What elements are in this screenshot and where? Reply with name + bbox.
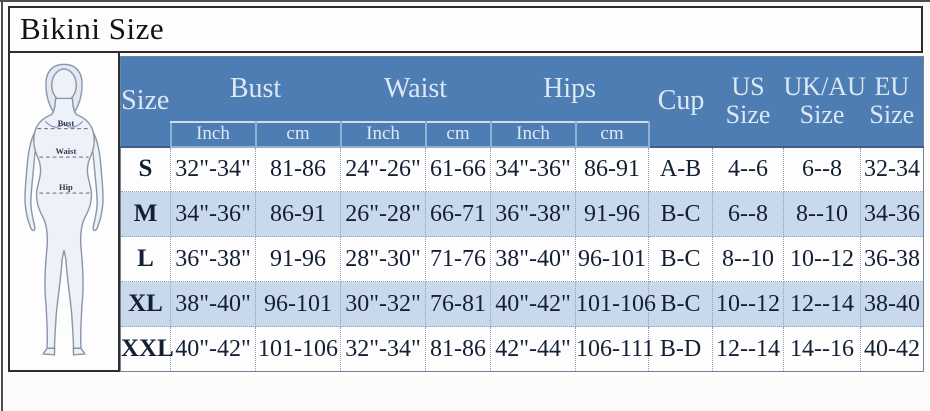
header-waist: Waist bbox=[340, 56, 491, 122]
cell-waist-inch: 28"-30" bbox=[340, 236, 427, 282]
cell-size: S bbox=[120, 146, 171, 192]
cell-eu-size: 38-40 bbox=[860, 281, 925, 327]
cell-hips-cm: 86-91 bbox=[575, 146, 650, 192]
cell-bust-cm: 86-91 bbox=[254, 191, 342, 237]
cell-hips-inch: 34"-36" bbox=[490, 146, 577, 192]
cell-bust-inch: 32"-34" bbox=[170, 146, 256, 192]
cell-us-size: 10--12 bbox=[712, 281, 785, 327]
cell-bust-cm: 81-86 bbox=[254, 146, 342, 192]
header-size: Size bbox=[120, 56, 171, 147]
cell-bust-cm: 91-96 bbox=[254, 236, 342, 282]
cell-eu-size: 32-34 bbox=[860, 146, 925, 192]
cell-bust-inch: 40"-42" bbox=[170, 326, 256, 372]
cell-cup: B-C bbox=[648, 236, 714, 282]
cell-bust-inch: 38"-40" bbox=[170, 281, 256, 327]
table-row-m: M 34"-36" 86-91 26"-28" 66-71 36"-38" 91… bbox=[120, 191, 925, 237]
cell-hips-inch: 36"-38" bbox=[490, 191, 577, 237]
unit-header-waist-inch: Inch bbox=[339, 120, 427, 148]
cell-eu-size: 36-38 bbox=[860, 236, 925, 282]
unit-header-hips-cm: cm bbox=[574, 120, 650, 148]
cell-hips-cm: 96-101 bbox=[575, 236, 650, 282]
cell-hips-inch: 40"-42" bbox=[490, 281, 577, 327]
table-unit-row: Inch cm Inch cm Inch cm bbox=[121, 120, 924, 148]
table-row-s: S 32"-34" 81-86 24"-26" 61-66 34"-36" 86… bbox=[120, 146, 925, 192]
cell-waist-cm: 76-81 bbox=[425, 281, 492, 327]
cell-ukau-size: 12--14 bbox=[783, 281, 862, 327]
unit-header-waist-cm: cm bbox=[424, 120, 492, 148]
header-bust: Bust bbox=[170, 56, 341, 122]
cell-waist-cm: 81-86 bbox=[425, 326, 492, 372]
cell-bust-cm: 101-106 bbox=[254, 326, 342, 372]
table-header-row: Size Bust Waist Hips Cup US Size UK/AU S… bbox=[120, 56, 924, 147]
cell-size: XL bbox=[120, 281, 171, 327]
cell-waist-inch: 26"-28" bbox=[340, 191, 427, 237]
figure-panel: Bust Waist Hip bbox=[8, 53, 120, 372]
body-measurement-figure-icon: Bust Waist Hip bbox=[24, 63, 104, 356]
cell-eu-size: 40-42 bbox=[860, 326, 925, 372]
figure-waist-label: Waist bbox=[56, 146, 77, 156]
cell-bust-cm: 96-101 bbox=[254, 281, 342, 327]
size-table: Size Bust Waist Hips Cup US Size UK/AU S… bbox=[120, 56, 925, 372]
cell-hips-inch: 42"-44" bbox=[490, 326, 577, 372]
cell-waist-inch: 24"-26" bbox=[340, 146, 427, 192]
cell-size: M bbox=[120, 191, 171, 237]
cell-hips-inch: 38"-40" bbox=[490, 236, 577, 282]
cell-us-size: 4--6 bbox=[712, 146, 785, 192]
cell-size: XXL bbox=[120, 326, 174, 372]
unit-header-bust-cm: cm bbox=[254, 120, 342, 148]
scan-edge-top bbox=[0, 0, 930, 2]
header-eu-size: EU Size bbox=[860, 56, 924, 147]
header-cup: Cup bbox=[648, 56, 713, 147]
cell-hips-cm: 101-106 bbox=[575, 281, 656, 327]
cell-us-size: 6--8 bbox=[712, 191, 785, 237]
cell-waist-cm: 71-76 bbox=[425, 236, 492, 282]
cell-us-size: 12--14 bbox=[712, 326, 785, 372]
cell-us-size: 8--10 bbox=[712, 236, 785, 282]
cell-waist-inch: 32"-34" bbox=[340, 326, 427, 372]
cell-hips-cm: 91-96 bbox=[575, 191, 650, 237]
cell-waist-inch: 30"-32" bbox=[340, 281, 427, 327]
cell-ukau-size: 6--8 bbox=[783, 146, 862, 192]
cell-cup: B-D bbox=[648, 326, 714, 372]
page-title: Bikini Size bbox=[20, 11, 165, 46]
figure-hip-label: Hip bbox=[59, 182, 73, 192]
cell-size: L bbox=[120, 236, 171, 282]
unit-header-bust-inch: Inch bbox=[169, 120, 257, 148]
header-hips: Hips bbox=[490, 56, 649, 122]
cell-cup: B-C bbox=[648, 191, 714, 237]
cell-eu-size: 34-36 bbox=[860, 191, 925, 237]
cell-cup: B-C bbox=[648, 281, 714, 327]
unit-header-hips-inch: Inch bbox=[489, 120, 577, 148]
header-ukau-size: UK/AU Size bbox=[783, 56, 866, 147]
header-us-size: US Size bbox=[712, 56, 784, 147]
table-row-xl: XL 38"-40" 96-101 30"-32" 76-81 40"-42" … bbox=[120, 281, 925, 327]
title-bar: Bikini Size bbox=[8, 6, 923, 53]
scan-edge-left bbox=[1, 0, 3, 411]
cell-bust-inch: 36"-38" bbox=[170, 236, 256, 282]
cell-waist-cm: 66-71 bbox=[425, 191, 492, 237]
cell-ukau-size: 14--16 bbox=[783, 326, 862, 372]
cell-ukau-size: 10--12 bbox=[783, 236, 862, 282]
cell-cup: A-B bbox=[648, 146, 714, 192]
cell-bust-inch: 34"-36" bbox=[170, 191, 256, 237]
cell-hips-cm: 106-111 bbox=[575, 326, 654, 372]
table-row-l: L 36"-38" 91-96 28"-30" 71-76 38"-40" 96… bbox=[120, 236, 925, 282]
table-row-xxl: XXL 40"-42" 101-106 32"-34" 81-86 42"-44… bbox=[120, 326, 925, 372]
cell-waist-cm: 61-66 bbox=[425, 146, 492, 192]
cell-ukau-size: 8--10 bbox=[783, 191, 862, 237]
figure-bust-label: Bust bbox=[58, 118, 75, 128]
